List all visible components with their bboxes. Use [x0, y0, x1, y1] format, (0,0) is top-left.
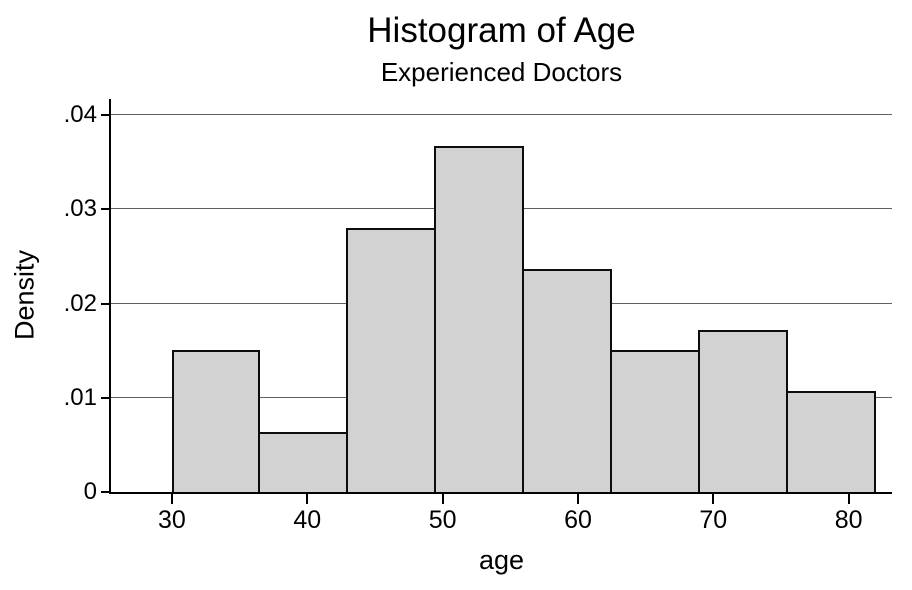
y-tick [101, 303, 111, 305]
histogram-bar [697, 329, 788, 492]
y-tick-label: 0 [83, 478, 97, 505]
histogram-bar [257, 431, 348, 492]
x-tick-label: 80 [834, 506, 863, 534]
y-tick [101, 491, 111, 493]
x-tick [847, 494, 850, 504]
y-tick-label: .04 [63, 101, 97, 128]
x-tick-label: 30 [157, 506, 186, 534]
chart-subtitle: Experienced Doctors [380, 57, 623, 87]
histogram-bar [171, 349, 260, 492]
x-tick-label: 70 [699, 506, 728, 534]
histogram-bar [609, 349, 700, 492]
chart-title: Histogram of Age [367, 11, 636, 50]
x-tick [170, 494, 173, 504]
gridline [111, 114, 892, 115]
x-tick-label: 40 [293, 506, 322, 534]
plot-area: 0 .01 .02 .03 .04 30 40 50 60 70 80 [64, 99, 892, 534]
y-tick [101, 208, 111, 210]
x-tick [441, 494, 444, 504]
x-tick [306, 494, 309, 504]
y-tick [101, 397, 111, 399]
y-tick-label: .02 [63, 290, 97, 317]
y-tick [101, 114, 111, 116]
histogram-bar [785, 391, 876, 492]
histogram-bar [345, 228, 436, 492]
x-tick-label: 60 [564, 506, 592, 534]
y-tick-label: .03 [63, 195, 97, 222]
x-tick [712, 494, 715, 504]
histogram-bar [433, 146, 524, 492]
x-axis-title: age [478, 545, 525, 575]
x-tick-label: 50 [428, 506, 457, 534]
y-tick-label: .01 [63, 384, 97, 411]
x-tick [577, 494, 579, 504]
histogram-bar [521, 268, 612, 492]
